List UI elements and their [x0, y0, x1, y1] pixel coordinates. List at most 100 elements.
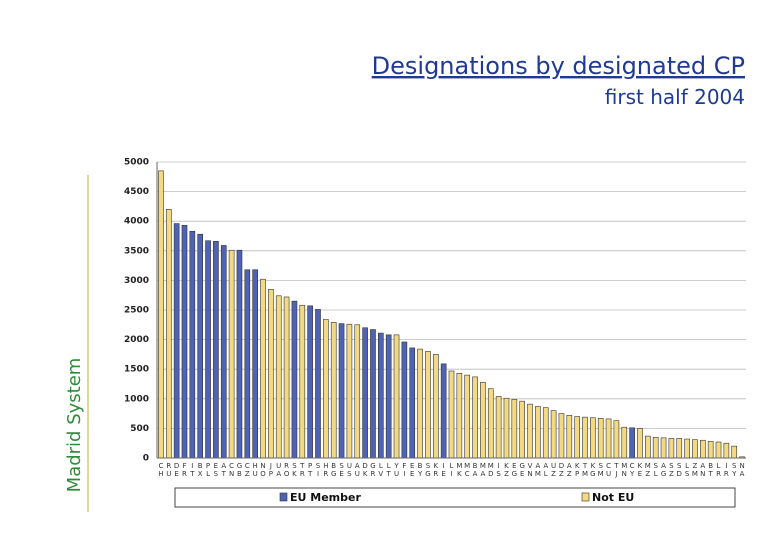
bar — [236, 249, 243, 459]
bar — [385, 334, 392, 459]
x-tick-label: MC — [463, 462, 471, 478]
bar — [417, 348, 423, 459]
y-tick-label: 1000 — [124, 394, 149, 404]
x-tick-label: TR — [298, 462, 306, 478]
x-tick-label: RO — [283, 462, 291, 478]
bar — [464, 374, 471, 459]
bar — [401, 341, 408, 459]
bar — [291, 300, 298, 459]
x-tick-label: BY — [416, 462, 424, 478]
x-tick-label: HU — [251, 462, 259, 478]
bar — [205, 240, 211, 459]
x-tick-label: US — [345, 462, 353, 478]
bar — [613, 420, 620, 459]
x-tick-label: AL — [542, 462, 550, 478]
x-tick-label: LR — [715, 462, 723, 478]
x-tick-label: KZ — [502, 462, 510, 478]
x-tick-label: BT — [707, 462, 715, 478]
bar — [299, 304, 306, 459]
x-tick-label: AG — [660, 462, 668, 478]
x-tick-label: LI — [448, 462, 456, 478]
x-tick-label: KP — [573, 462, 581, 478]
x-tick-label: NA — [738, 462, 746, 478]
bar — [456, 373, 463, 459]
y-tick-label: 4500 — [124, 187, 149, 197]
x-tick-label: SY — [730, 462, 738, 478]
x-tick-label: CN — [228, 462, 236, 478]
bar — [378, 332, 384, 459]
x-tick-label: PL — [204, 462, 212, 478]
bar — [692, 439, 698, 459]
x-tick-label: IE — [440, 462, 448, 478]
y-tick-label: 2000 — [124, 335, 149, 345]
y-tick-label: 4000 — [124, 217, 149, 227]
x-tick-label: MD — [487, 462, 495, 478]
x-tick-label: RU — [165, 462, 173, 478]
legend-label: Not EU — [592, 491, 634, 504]
bar — [527, 403, 533, 459]
bar — [582, 416, 588, 459]
x-tick-label: CY — [628, 462, 636, 478]
x-tick-label: SK — [290, 462, 298, 478]
x-tick-label: SL — [652, 462, 660, 478]
bar — [668, 438, 675, 459]
bar — [181, 225, 188, 459]
bar — [535, 406, 541, 459]
bar — [637, 428, 643, 459]
chart-title: Designations by designated CP — [372, 52, 745, 80]
x-tick-label: SG — [424, 462, 432, 478]
x-tick-label: SD — [675, 462, 683, 478]
bar — [684, 438, 690, 459]
bar — [197, 233, 204, 459]
x-tick-label: EG — [510, 462, 518, 478]
x-tick-label: VN — [526, 462, 534, 478]
legend-label: EU Member — [290, 491, 361, 504]
x-tick-label: FI — [400, 462, 408, 478]
bar — [173, 223, 180, 459]
x-tick-label: KR — [432, 462, 440, 478]
bar — [307, 305, 313, 459]
x-tick-label: AM — [534, 462, 542, 478]
bar — [503, 397, 510, 459]
bar — [268, 288, 274, 459]
bar — [676, 438, 683, 459]
x-tick-label: UA — [275, 462, 283, 478]
bar — [566, 415, 573, 459]
x-tick-label: GR — [369, 462, 377, 478]
x-tick-label: UZ — [550, 462, 558, 478]
x-tick-label: SI — [314, 462, 322, 478]
x-tick-label: KE — [636, 462, 644, 478]
bar — [362, 327, 368, 459]
legend-swatch — [581, 492, 590, 502]
bar — [550, 410, 557, 459]
bar — [590, 417, 596, 459]
x-tick-label: AU — [353, 462, 361, 478]
x-tick-label: MK — [455, 462, 463, 478]
x-tick-label: GE — [518, 462, 526, 478]
x-tick-label: LV — [377, 462, 385, 478]
bar — [480, 381, 486, 459]
bar — [393, 334, 400, 459]
bar — [330, 322, 337, 459]
bar — [511, 399, 518, 459]
y-tick-label: 3000 — [124, 276, 149, 286]
x-tick-label: CZ — [243, 462, 251, 478]
bar — [425, 351, 431, 459]
x-tick-label: IS — [495, 462, 503, 478]
x-tick-label: DZ — [557, 462, 565, 478]
bar — [260, 278, 266, 459]
x-tick-label: FR — [180, 462, 188, 478]
x-tick-label: YU — [393, 462, 401, 478]
x-tick-label: MA — [479, 462, 487, 478]
chart-subtitle: first half 2004 — [605, 85, 745, 109]
bar — [165, 209, 172, 459]
bar — [158, 170, 164, 459]
bar — [621, 426, 628, 459]
bar — [275, 295, 282, 459]
bar — [487, 388, 494, 459]
bar — [252, 269, 258, 459]
x-tick-label: MN — [620, 462, 628, 478]
bar — [213, 241, 219, 459]
x-tick-label: NO — [259, 462, 267, 478]
